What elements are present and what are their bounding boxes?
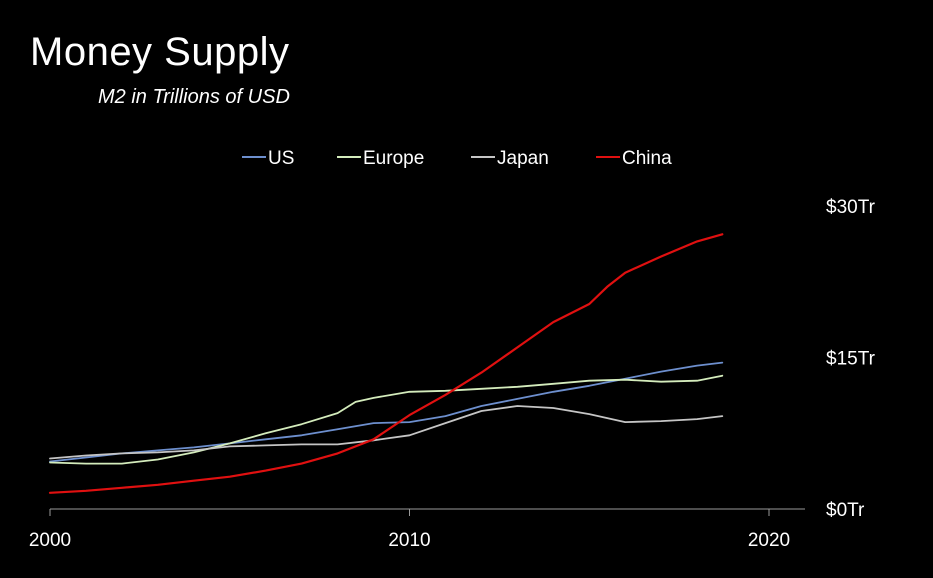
y-tick-label: $30Tr xyxy=(826,197,876,218)
x-tick-label: 2020 xyxy=(748,530,790,551)
series-line-japan xyxy=(49,405,724,460)
legend-label-china: China xyxy=(622,148,672,169)
y-tick-label: $15Tr xyxy=(826,349,876,370)
y-tick-label: $0Tr xyxy=(826,500,865,521)
chart-title: Money Supply xyxy=(30,30,290,74)
legend-label-japan: Japan xyxy=(497,148,549,169)
series-line-europe xyxy=(49,374,724,465)
y-axis-ticks: $0Tr $15Tr $30Tr xyxy=(826,197,876,521)
legend: US Europe Japan China xyxy=(242,148,672,169)
legend-label-europe: Europe xyxy=(363,148,424,169)
chart-subtitle: M2 in Trillions of USD xyxy=(98,86,290,108)
x-axis-ticks: 2000 2010 2020 xyxy=(29,509,790,551)
series-layer xyxy=(48,233,724,494)
legend-label-us: US xyxy=(268,148,294,169)
series-line-us xyxy=(49,361,724,463)
x-tick-label: 2010 xyxy=(388,530,430,551)
series-line-china xyxy=(48,233,724,494)
x-tick-label: 2000 xyxy=(29,530,71,551)
